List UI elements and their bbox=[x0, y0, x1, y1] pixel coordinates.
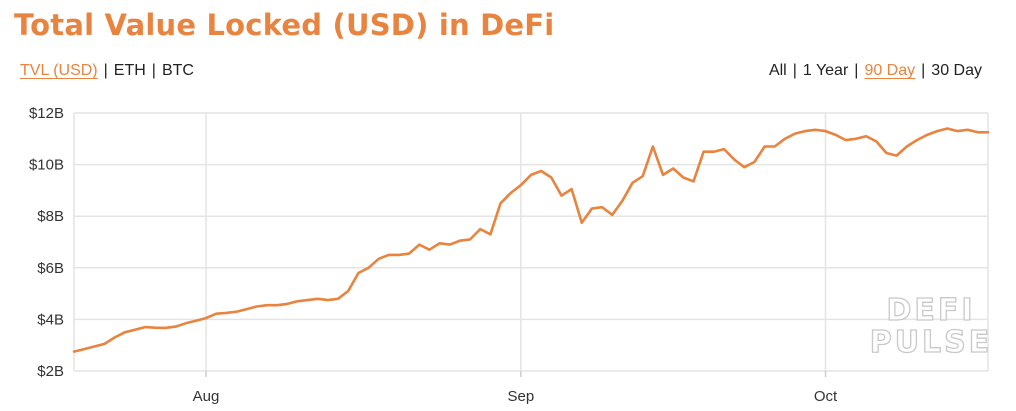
tab-90-day[interactable]: 90 Day bbox=[864, 62, 916, 79]
tab-separator: | bbox=[151, 62, 156, 79]
y-tick-label: $12B bbox=[29, 105, 64, 122]
x-tick-label: Sep bbox=[507, 388, 534, 405]
tab-separator: | bbox=[854, 62, 859, 79]
y-tick-label: $6B bbox=[37, 260, 64, 277]
y-tick-label: $10B bbox=[29, 157, 64, 174]
watermark-line1: DEFI bbox=[886, 293, 975, 328]
tab-tvl-usd[interactable]: TVL (USD) bbox=[20, 62, 98, 79]
y-tick-label: $8B bbox=[37, 208, 64, 225]
y-axis-ticks: $2B $4B $6B $8B $10B $12B bbox=[29, 105, 64, 380]
tab-30-day[interactable]: 30 Day bbox=[931, 62, 982, 79]
tab-btc[interactable]: BTC bbox=[161, 62, 194, 79]
watermark-line2: PULSE bbox=[870, 325, 993, 360]
range-tabs: All | 1 Year | 90 Day | 30 Day bbox=[769, 62, 982, 80]
x-tick-label: Oct bbox=[814, 388, 838, 405]
currency-tabs: TVL (USD) | ETH | BTC bbox=[20, 62, 194, 80]
series bbox=[72, 127, 990, 353]
tab-all[interactable]: All bbox=[768, 62, 787, 79]
y-tick-label: $4B bbox=[37, 311, 64, 328]
defi-pulse-watermark: DEFI PULSE bbox=[869, 292, 993, 360]
x-axis-ticks: Aug Sep Oct bbox=[193, 388, 838, 405]
tab-separator: | bbox=[103, 62, 108, 79]
grid bbox=[73, 112, 989, 377]
page-title: Total Value Locked (USD) in DeFi bbox=[14, 8, 555, 42]
y-tick-label: $2B bbox=[37, 363, 64, 380]
tab-eth[interactable]: ETH bbox=[113, 62, 146, 79]
tab-1-year[interactable]: 1 Year bbox=[802, 62, 849, 79]
tab-separator: | bbox=[792, 62, 797, 79]
tab-separator: | bbox=[921, 62, 926, 79]
x-tick-label: Aug bbox=[193, 388, 220, 405]
tvl-series-line bbox=[72, 127, 990, 353]
